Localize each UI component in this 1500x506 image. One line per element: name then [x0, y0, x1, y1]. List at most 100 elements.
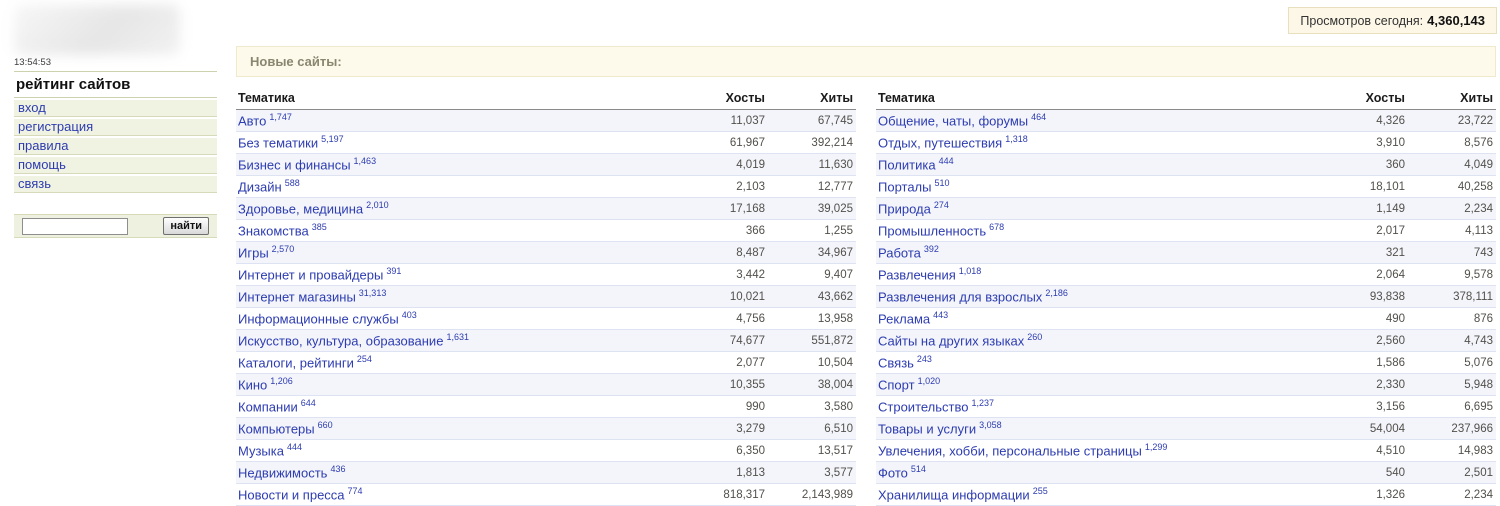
- table-row: Промышленность 678 2,017 4,113: [876, 219, 1496, 242]
- hosts-value: 3,156: [1320, 395, 1408, 418]
- category-link[interactable]: Развлечения для взрослых: [878, 289, 1043, 305]
- new-sites-count: 2,570: [271, 244, 295, 255]
- table-row: Интернет магазины 31,313 10,021 43,662: [236, 285, 856, 308]
- category-link[interactable]: Информационные службы: [238, 311, 399, 327]
- new-sites-count: 1,018: [958, 266, 982, 277]
- hosts-value: 2,017: [1320, 219, 1408, 242]
- views-today-value: 4,360,143: [1427, 13, 1485, 28]
- category-link[interactable]: Интернет и провайдеры: [238, 267, 384, 283]
- category-link[interactable]: Дизайн: [238, 179, 282, 195]
- category-link[interactable]: Компьютеры: [238, 421, 315, 437]
- category-link[interactable]: Каталоги, рейтинги: [238, 355, 354, 371]
- sidebar-item-help[interactable]: помощь: [14, 157, 217, 174]
- new-sites-count: 1,747: [269, 112, 292, 123]
- table-row: Общение, чаты, форумы 464 4,326 23,722: [876, 109, 1496, 132]
- hosts-value: 3,910: [1320, 131, 1408, 154]
- category-link[interactable]: Компании: [238, 399, 298, 415]
- category-link[interactable]: Интернет магазины: [238, 289, 356, 305]
- new-sites-count: 1,631: [446, 332, 469, 343]
- hosts-value: 3,279: [680, 417, 768, 440]
- category-link[interactable]: Игры: [238, 245, 269, 261]
- category-link[interactable]: Работа: [878, 245, 921, 261]
- hits-value: 551,872: [768, 329, 856, 352]
- category-link[interactable]: Политика: [878, 157, 936, 173]
- table-header-row: Тематика Хосты Хиты: [876, 88, 1496, 110]
- hosts-value: 10,021: [680, 285, 768, 308]
- category-link[interactable]: Связь: [878, 355, 914, 371]
- table-row: Бизнес и финансы 1,463 4,019 11,630: [236, 153, 856, 176]
- table-row: Игры 2,570 8,487 34,967: [236, 241, 856, 264]
- hits-value: 5,076: [1408, 351, 1496, 374]
- new-sites-count: 392: [923, 244, 939, 255]
- hits-value: 12,777: [768, 175, 856, 198]
- hits-value: 3,577: [768, 461, 856, 484]
- hosts-value: 2,064: [1320, 263, 1408, 286]
- category-link[interactable]: Бизнес и финансы: [238, 157, 351, 173]
- sidebar-item-register[interactable]: регистрация: [14, 119, 217, 136]
- new-sites-count: 254: [356, 354, 372, 365]
- search-input[interactable]: [22, 217, 128, 235]
- hosts-value: 1,813: [680, 461, 768, 484]
- category-link[interactable]: Авто: [238, 113, 267, 129]
- new-sites-count: 2,186: [1045, 288, 1068, 299]
- category-link[interactable]: Порталы: [878, 179, 932, 195]
- views-today-box: Просмотров сегодня: 4,360,143: [1288, 7, 1497, 34]
- table-row: Авто 1,747 11,037 67,745: [236, 109, 856, 132]
- table-row: Связь 243 1,586 5,076: [876, 351, 1496, 374]
- category-link[interactable]: Без тематики: [238, 135, 319, 151]
- category-link[interactable]: Сайты на других языках: [878, 333, 1025, 349]
- new-sites-count: 5,197: [321, 134, 344, 145]
- category-link[interactable]: Отдых, путешествия: [878, 135, 1003, 151]
- table-row: Компьютеры 660 3,279 6,510: [236, 417, 856, 440]
- hits-value: 4,113: [1408, 219, 1496, 242]
- table-row: Без тематики 5,197 61,967 392,214: [236, 131, 856, 154]
- sidebar-menu: вход регистрация правила помощь связь: [14, 100, 217, 193]
- site-logo[interactable]: [14, 5, 180, 55]
- hosts-value: 990: [680, 395, 768, 418]
- category-link[interactable]: Общение, чаты, форумы: [878, 113, 1029, 129]
- category-link[interactable]: Искусство, культура, образование: [238, 333, 444, 349]
- new-sites-count: 464: [1031, 112, 1047, 123]
- category-link[interactable]: Товары и услуги: [878, 421, 977, 437]
- category-link[interactable]: Спорт: [878, 377, 915, 393]
- column-header-hosts: Хосты: [1320, 88, 1408, 110]
- table-row: Работа 392 321 743: [876, 241, 1496, 264]
- category-link[interactable]: Фото: [878, 465, 908, 481]
- category-link[interactable]: Хранилища информации: [878, 487, 1030, 503]
- category-link[interactable]: Кино: [238, 377, 268, 393]
- hits-value: 13,958: [768, 307, 856, 330]
- category-link[interactable]: Музыка: [238, 443, 284, 459]
- hits-value: 67,745: [768, 109, 856, 132]
- table-row: Музыка 444 6,350 13,517: [236, 439, 856, 462]
- hits-value: 9,407: [768, 263, 856, 286]
- new-sites-count: 243: [916, 354, 932, 365]
- table-row: Товары и услуги 3,058 54,004 237,966: [876, 417, 1496, 440]
- sidebar-item-rules[interactable]: правила: [14, 138, 217, 155]
- sidebar-item-contact[interactable]: связь: [14, 176, 217, 193]
- category-link[interactable]: Здоровье, медицина: [238, 201, 364, 217]
- category-link[interactable]: Строительство: [878, 399, 969, 415]
- category-link[interactable]: Увлечения, хобби, персональные страницы: [878, 443, 1142, 459]
- table-row: Недвижимость 436 1,813 3,577: [236, 461, 856, 484]
- hosts-value: 540: [1320, 461, 1408, 484]
- category-link[interactable]: Промышленность: [878, 223, 987, 239]
- hits-value: 34,967: [768, 241, 856, 264]
- table-row: Каталоги, рейтинги 254 2,077 10,504: [236, 351, 856, 374]
- search-submit-button[interactable]: найти: [163, 217, 209, 235]
- new-sites-count: 1,463: [353, 156, 377, 167]
- category-link[interactable]: Реклама: [878, 311, 931, 327]
- table-row: Фото 514 540 2,501: [876, 461, 1496, 484]
- hits-value: 4,049: [1408, 153, 1496, 176]
- category-link[interactable]: Природа: [878, 201, 931, 217]
- views-today-label: Просмотров сегодня:: [1300, 14, 1424, 28]
- new-sites-count: 1,318: [1005, 134, 1028, 145]
- category-link[interactable]: Знакомства: [238, 223, 309, 239]
- category-link[interactable]: Недвижимость: [238, 465, 328, 481]
- sidebar-title: рейтинг сайтов: [14, 72, 217, 98]
- hits-value: 6,695: [1408, 395, 1496, 418]
- category-link[interactable]: Развлечения: [878, 267, 956, 283]
- sidebar-item-login[interactable]: вход: [14, 100, 217, 117]
- hits-value: 4,743: [1408, 329, 1496, 352]
- category-link[interactable]: Новости и пресса: [238, 487, 345, 503]
- new-sites-count: 1,206: [270, 376, 293, 387]
